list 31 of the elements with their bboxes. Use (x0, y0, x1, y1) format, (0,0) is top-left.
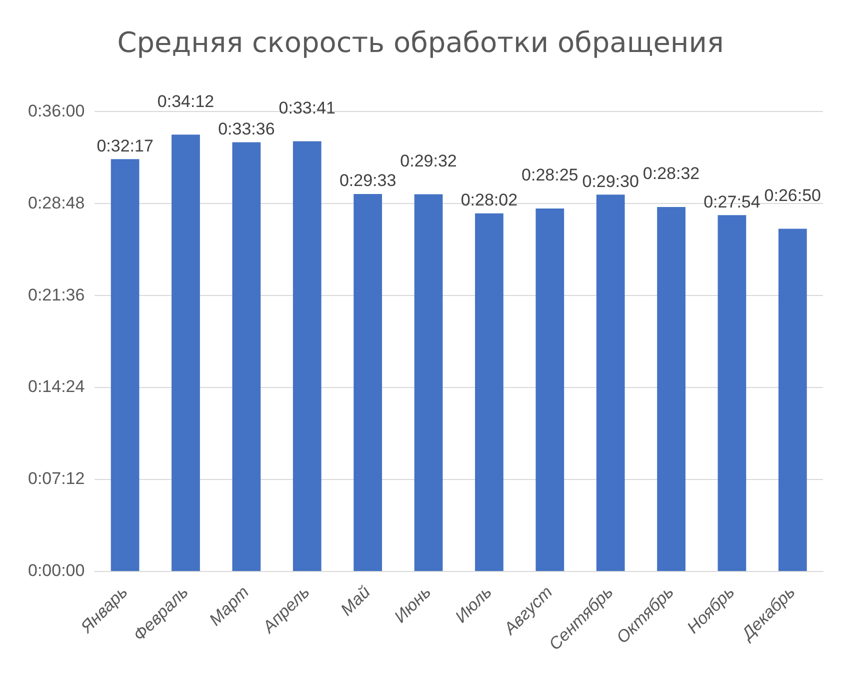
bar (778, 228, 807, 572)
data-label: 0:32:17 (96, 136, 154, 156)
y-tick-label: 0:07:12 (28, 469, 85, 488)
data-label: 0:28:25 (522, 166, 578, 185)
bar (536, 208, 564, 572)
chart-title: Средняя скорость обработки обращения (117, 26, 724, 60)
bar (475, 213, 504, 572)
bar (414, 194, 443, 572)
bar (110, 159, 140, 572)
bar (657, 206, 686, 572)
y-tick-label: 0:36:00 (28, 101, 85, 120)
data-label: 0:29:30 (582, 172, 639, 191)
bar (232, 142, 261, 572)
bar (354, 194, 382, 572)
data-label: 0:29:32 (400, 151, 457, 170)
y-tick-label: 0:14:24 (28, 377, 85, 396)
bar (292, 141, 322, 572)
y-tick-label: 0:28:48 (28, 193, 85, 212)
data-label: 0:28:32 (642, 164, 700, 184)
bar (172, 134, 200, 572)
data-label: 0:33:36 (218, 119, 275, 138)
bar (718, 215, 746, 572)
data-label: 0:26:50 (764, 186, 822, 205)
data-label: 0:27:54 (704, 192, 760, 212)
data-label: 0:34:12 (157, 92, 214, 111)
y-tick-label: 0:00:00 (28, 561, 85, 580)
data-label: 0:29:33 (339, 171, 396, 190)
data-label: 0:33:41 (278, 98, 336, 118)
data-label: 0:28:02 (460, 190, 518, 210)
bar (596, 194, 625, 572)
y-tick-label: 0:21:36 (28, 285, 85, 304)
